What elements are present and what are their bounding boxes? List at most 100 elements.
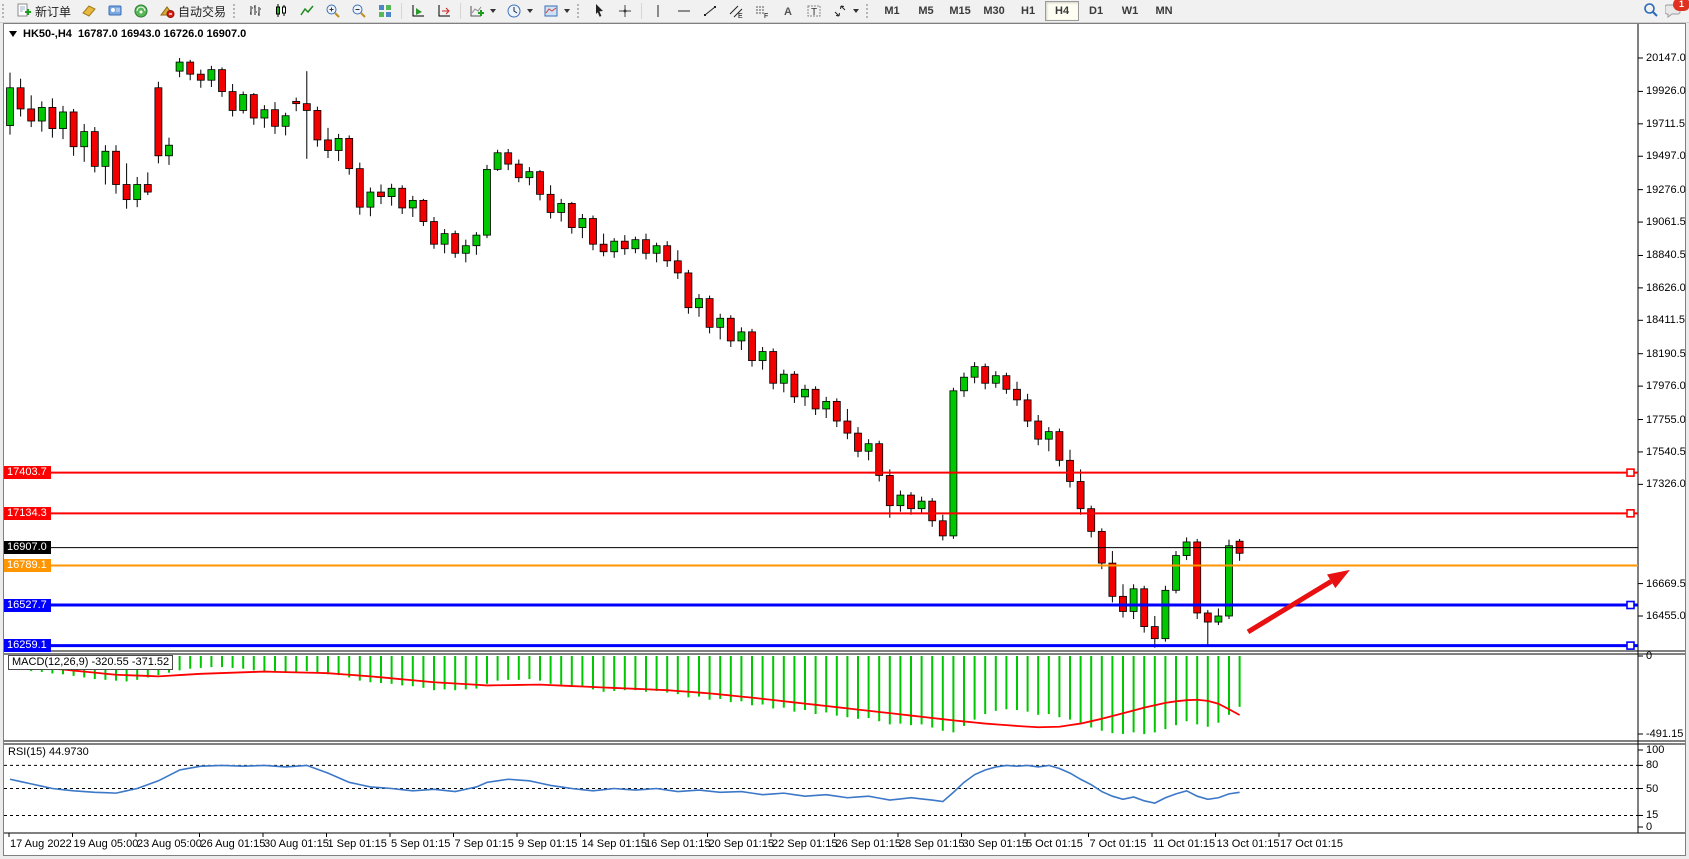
candle bbox=[260, 109, 269, 119]
price-tick-label: 19497.0 bbox=[1646, 150, 1686, 163]
zoom-out-button[interactable] bbox=[346, 0, 372, 22]
candlestick-chart-button[interactable] bbox=[268, 0, 294, 22]
notifications-icon[interactable]: 1 bbox=[1664, 0, 1689, 21]
candle bbox=[1172, 555, 1180, 591]
cursor-tool-button[interactable] bbox=[586, 0, 612, 22]
market-watch-button[interactable] bbox=[76, 0, 102, 22]
trendline-tool-button[interactable] bbox=[697, 0, 723, 22]
candle bbox=[854, 432, 862, 452]
notification-badge: 1 bbox=[1673, 0, 1689, 11]
candle bbox=[419, 199, 428, 222]
text-label-tool-button[interactable]: T bbox=[801, 0, 827, 22]
chart-title: HK50-,H4 16787.0 16943.0 16726.0 16907.0 bbox=[9, 28, 246, 40]
timeframe-W1[interactable]: W1 bbox=[1121, 5, 1139, 17]
toolbar-gripper[interactable] bbox=[866, 4, 873, 18]
chart-canvas[interactable] bbox=[4, 24, 1685, 855]
vertical-line-icon bbox=[650, 3, 666, 19]
time-label: 11 Oct 01:15 bbox=[1153, 838, 1216, 850]
candle bbox=[991, 375, 1000, 384]
timeframe-MN[interactable]: MN bbox=[1155, 5, 1173, 17]
candle bbox=[1013, 388, 1021, 401]
rsi-axis-label: 0 bbox=[1646, 821, 1653, 833]
bar-chart-button[interactable] bbox=[242, 0, 268, 22]
tile-windows-icon bbox=[377, 3, 393, 19]
candle bbox=[822, 400, 831, 410]
chart-ohlc-values: 16787.0 16943.0 16726.0 16907.0 bbox=[78, 28, 247, 40]
time-label: 19 Aug 05:00 bbox=[73, 838, 139, 850]
macd-indicator-label[interactable]: MACD(12,26,9) -320.55 -371.52 bbox=[8, 655, 174, 670]
candle bbox=[451, 233, 460, 254]
toolbar-gripper[interactable] bbox=[577, 4, 584, 18]
equidistant-channel-tool-button[interactable]: E bbox=[723, 0, 749, 22]
hline-handle[interactable] bbox=[1626, 468, 1635, 477]
zoom-out-icon bbox=[351, 3, 367, 19]
new-order-button[interactable]: 新订单 bbox=[11, 0, 76, 22]
timeframe-M5[interactable]: M5 bbox=[918, 5, 934, 17]
candle bbox=[801, 388, 809, 398]
zoom-in-button[interactable] bbox=[320, 0, 346, 22]
candle bbox=[355, 168, 364, 208]
fibonacci-tool-button[interactable]: F bbox=[749, 0, 775, 22]
line-chart-button[interactable] bbox=[294, 0, 320, 22]
candle bbox=[90, 131, 99, 167]
toolbar-gripper[interactable] bbox=[2, 4, 9, 18]
candle bbox=[769, 351, 778, 384]
candle bbox=[207, 69, 216, 81]
candle bbox=[790, 373, 799, 398]
candle bbox=[578, 218, 587, 228]
svg-text:A: A bbox=[784, 6, 792, 18]
candle bbox=[271, 109, 279, 127]
candle bbox=[1087, 508, 1096, 532]
templates-button[interactable] bbox=[538, 0, 575, 22]
timeframe-M30[interactable]: M30 bbox=[983, 5, 1005, 17]
price-line-badge-17134.3: 17134.3 bbox=[4, 506, 51, 520]
terminal-button[interactable] bbox=[128, 0, 154, 22]
vertical-line-tool-button[interactable] bbox=[645, 0, 671, 22]
hline-handle[interactable] bbox=[1626, 600, 1635, 610]
hline-handle[interactable] bbox=[1626, 509, 1635, 518]
tile-windows-button[interactable] bbox=[372, 0, 398, 22]
candle bbox=[525, 171, 534, 179]
navigator-button[interactable] bbox=[102, 0, 128, 22]
macd-axis-zero: 0 bbox=[1646, 650, 1653, 662]
one-click-trading-collapse-icon[interactable] bbox=[9, 31, 17, 37]
candle bbox=[408, 199, 417, 209]
time-label: 28 Sep 01:15 bbox=[899, 838, 965, 850]
candle bbox=[186, 61, 195, 75]
trend-arrow-shaft[interactable] bbox=[1246, 579, 1333, 635]
rsi-line bbox=[9, 764, 1240, 804]
candle bbox=[112, 150, 120, 185]
svg-text:T: T bbox=[811, 7, 817, 18]
arrows-tool-button[interactable] bbox=[827, 0, 864, 22]
hline-handle[interactable] bbox=[1626, 641, 1635, 650]
toolbar-gripper[interactable] bbox=[233, 4, 240, 18]
chart-shift-button[interactable] bbox=[431, 0, 457, 22]
price-tick-label: 17326.0 bbox=[1646, 478, 1686, 491]
candle bbox=[864, 443, 873, 452]
timeframe-H1[interactable]: H1 bbox=[1021, 5, 1036, 17]
price-line-badge-17403.7: 17403.7 bbox=[4, 466, 51, 480]
price-line-badge-16789.1: 16789.1 bbox=[4, 559, 51, 572]
timeframe-D1[interactable]: D1 bbox=[1089, 5, 1104, 17]
text-tool-button[interactable]: A bbox=[775, 0, 801, 22]
timeframe-M1[interactable]: M1 bbox=[884, 5, 900, 17]
auto-scroll-button[interactable] bbox=[405, 0, 431, 22]
trend-arrow-head[interactable] bbox=[1327, 569, 1350, 589]
periods-button[interactable] bbox=[501, 0, 538, 22]
timeframe-M15[interactable]: M15 bbox=[949, 5, 971, 17]
candle bbox=[69, 111, 78, 148]
candle bbox=[302, 103, 311, 111]
candle bbox=[461, 245, 470, 254]
timeframe-H4[interactable]: H4 bbox=[1045, 1, 1080, 21]
candle bbox=[896, 494, 905, 507]
crosshair-tool-button[interactable] bbox=[612, 0, 638, 22]
main-toolbar: 新订单 自动交易 bbox=[0, 0, 1689, 23]
indicators-button[interactable] bbox=[464, 0, 501, 22]
toolbar-right-group: 1 bbox=[1643, 0, 1689, 21]
candle bbox=[652, 245, 661, 254]
autotrading-button[interactable]: 自动交易 bbox=[154, 0, 231, 22]
candle bbox=[196, 73, 205, 81]
horizontal-line-tool-button[interactable] bbox=[671, 0, 697, 22]
candle bbox=[1034, 420, 1043, 440]
search-icon[interactable] bbox=[1643, 2, 1659, 21]
